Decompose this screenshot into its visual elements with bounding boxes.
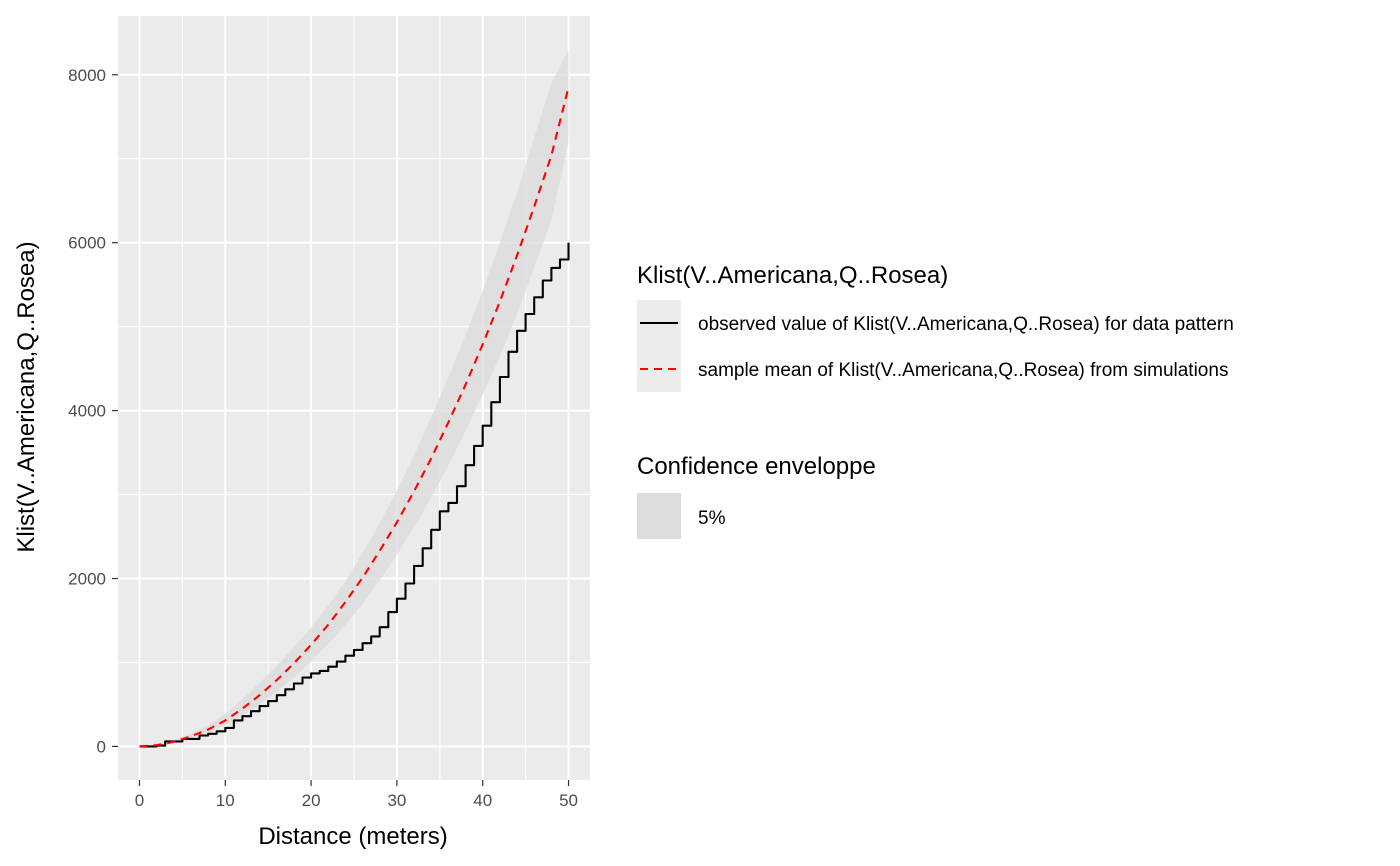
- y-tick-label: 2000: [68, 570, 106, 589]
- x-tick-label: 30: [387, 791, 406, 810]
- y-tick-label: 8000: [68, 66, 106, 85]
- legend-label-mean: sample mean of Klist(V..Americana,Q..Ros…: [698, 360, 1228, 381]
- y-tick-label: 0: [97, 737, 106, 756]
- y-axis-title: Klist(V..Americana,Q..Rosea): [13, 241, 40, 552]
- legend-title-envelope: Confidence enveloppe: [637, 453, 876, 480]
- confidence-envelope-band: [139, 49, 569, 747]
- legend-key-envelope: [637, 493, 681, 539]
- legend-label-envelope: 5%: [698, 508, 726, 529]
- series-observed-line: [139, 242, 570, 748]
- x-axis-title: Distance (meters): [258, 823, 447, 850]
- x-tick-label: 40: [473, 791, 492, 810]
- x-axis: 0 10 20 30 40 50: [135, 780, 578, 810]
- y-axis: 0 2000 4000 6000 8000: [68, 66, 118, 756]
- y-tick-label: 4000: [68, 402, 106, 421]
- series-layer: [139, 87, 570, 748]
- x-tick-label: 10: [216, 791, 235, 810]
- series-mean-line: [139, 87, 570, 748]
- legend: Klist(V..Americana,Q..Rosea) observed va…: [637, 262, 1234, 539]
- envelope-layer: [139, 49, 569, 747]
- legend-label-observed: observed value of Klist(V..Americana,Q..…: [698, 314, 1234, 335]
- x-tick-label: 0: [135, 791, 144, 810]
- legend-title-lines: Klist(V..Americana,Q..Rosea): [637, 262, 948, 289]
- y-tick-label: 6000: [68, 234, 106, 253]
- x-tick-label: 20: [302, 791, 321, 810]
- grid-minor: [118, 16, 590, 780]
- x-tick-label: 50: [559, 791, 578, 810]
